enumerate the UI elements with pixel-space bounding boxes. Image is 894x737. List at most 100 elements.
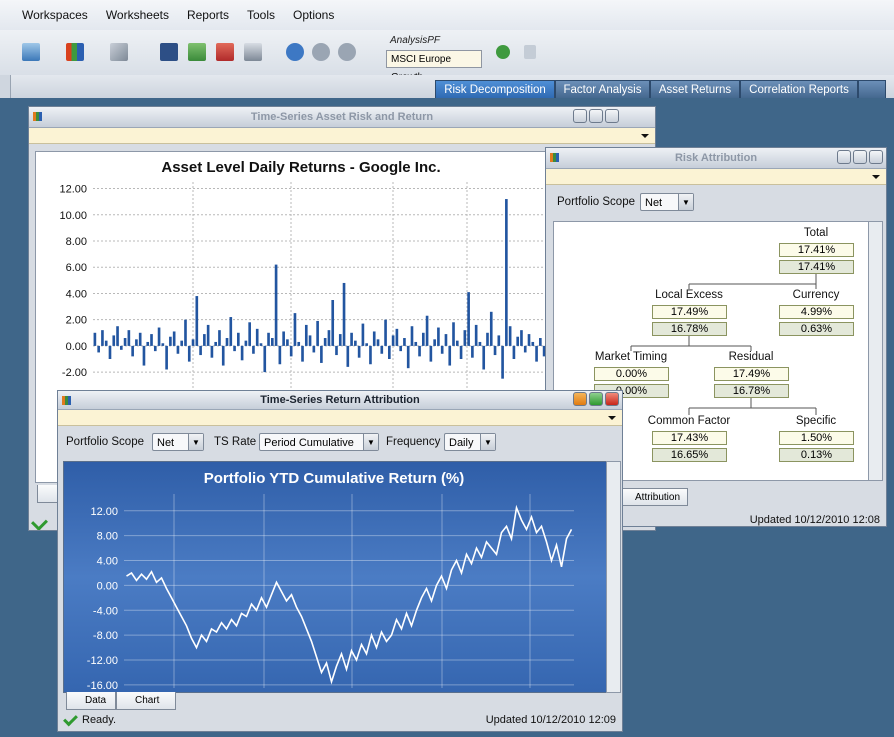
bar: [342, 282, 346, 346]
bar: [191, 339, 195, 346]
node-label: Common Factor: [647, 415, 731, 427]
y-tick-label: 10.00: [59, 210, 87, 222]
bar: [512, 345, 516, 359]
bottom-tab[interactable]: Attribution: [622, 488, 688, 506]
tab[interactable]: Correlation Reports: [740, 80, 858, 98]
tab[interactable]: Asset Returns: [650, 80, 740, 98]
frequency-combo[interactable]: Daily: [444, 433, 496, 451]
menu-item[interactable]: Options: [293, 8, 335, 22]
node-value: 17.43%: [652, 431, 727, 445]
bar: [248, 322, 251, 346]
side-strip[interactable]: [0, 75, 11, 98]
window-title: Risk Attribution: [546, 148, 886, 169]
tool-icon[interactable]: [160, 43, 178, 61]
y-tick-label: -2.00: [62, 367, 87, 379]
menu-item[interactable]: Tools: [246, 8, 275, 22]
bar: [199, 345, 202, 356]
menu-bar: Workspaces Worksheets Reports Tools Opti…: [0, 0, 894, 30]
close[interactable]: [869, 150, 883, 164]
tool-icon[interactable]: [312, 43, 330, 61]
selector-bar[interactable]: [29, 128, 655, 144]
bar: [176, 345, 180, 354]
toolbar: AnalysisPF MSCI Europe Growth: [0, 30, 894, 83]
tool-icon[interactable]: [286, 43, 304, 61]
bar: [508, 326, 512, 346]
tab[interactable]: Factor Analysis: [555, 80, 650, 98]
tool-icon[interactable]: [338, 43, 356, 61]
scope-combo[interactable]: Net: [640, 193, 694, 211]
chart-background: [64, 462, 607, 692]
window-title: Time-Series Return Attribution: [58, 391, 622, 410]
bar: [161, 343, 165, 346]
tool-icon[interactable]: [188, 43, 206, 61]
tool-icon[interactable]: [244, 43, 262, 61]
bar: [101, 330, 104, 346]
bottom-tab[interactable]: Chart: [116, 692, 176, 710]
benchmark-field[interactable]: MSCI Europe Growth: [386, 50, 482, 83]
maximize[interactable]: [853, 150, 867, 164]
scope-label: Portfolio Scope: [557, 196, 635, 208]
tool-icon[interactable]: [216, 43, 234, 61]
bar: [410, 326, 414, 346]
menu-item[interactable]: Reports: [186, 8, 229, 22]
bar: [372, 331, 376, 346]
scope-combo[interactable]: Net: [152, 433, 204, 451]
bar: [320, 345, 323, 363]
bottom-tab[interactable]: Data: [66, 692, 116, 710]
bar: [376, 339, 380, 346]
attribution-tree: Total 17.41% 17.41% Local Excess 17.49% 16.78…: [553, 221, 870, 481]
portfolio-label: AnalysisPF: [390, 35, 441, 46]
bar: [286, 339, 289, 346]
bar: [474, 324, 478, 346]
bar: [418, 345, 421, 357]
window-buttons: [837, 150, 883, 164]
bar: [452, 322, 455, 346]
minimize[interactable]: [573, 109, 587, 123]
bar: [172, 331, 176, 346]
tab-new[interactable]: [858, 80, 886, 98]
title-text: Risk Attribution: [674, 152, 758, 164]
node-label: Residual: [728, 351, 774, 363]
close[interactable]: [605, 109, 619, 123]
window-buttons: [573, 109, 619, 123]
minimize[interactable]: [573, 392, 587, 406]
tool-icon[interactable]: [110, 43, 128, 61]
selector-bar[interactable]: [58, 410, 622, 426]
maximize[interactable]: [589, 392, 603, 406]
maximize[interactable]: [589, 109, 603, 123]
tab[interactable]: Risk Decomposition: [435, 80, 555, 98]
scrollbar[interactable]: [606, 461, 621, 693]
status-text: Updated 10/12/2010 12:08: [749, 514, 880, 526]
menu-item[interactable]: Worksheets: [105, 8, 169, 22]
close[interactable]: [605, 392, 619, 406]
tool-icon[interactable]: [496, 45, 510, 59]
menu-item[interactable]: Workspaces: [22, 8, 88, 22]
rate-combo[interactable]: Period Cumulative: [259, 433, 379, 451]
bar: [335, 345, 338, 356]
bar: [414, 341, 418, 346]
tool-icon[interactable]: [22, 43, 40, 61]
bar: [153, 345, 157, 352]
bar: [229, 317, 233, 346]
y-tick-label: 12.00: [90, 506, 118, 518]
selector-bar[interactable]: [546, 169, 886, 185]
y-tick-label: -16.00: [87, 680, 118, 692]
tool-icon[interactable]: [524, 45, 536, 59]
bar: [440, 345, 444, 354]
bar: [539, 338, 542, 346]
title-text: Time-Series Asset Risk and Return: [250, 111, 434, 123]
bar: [448, 345, 452, 366]
y-tick-label: 8.00: [97, 531, 118, 543]
bar: [312, 345, 316, 353]
bar: [365, 343, 369, 346]
tool-icon[interactable]: [66, 43, 84, 61]
bar: [293, 313, 297, 346]
node-value: 1.50%: [779, 431, 854, 445]
bar: [395, 328, 399, 346]
bar: [112, 335, 116, 346]
bar: [195, 296, 199, 346]
minimize[interactable]: [837, 150, 851, 164]
bar: [391, 335, 395, 346]
line: [126, 504, 573, 685]
scrollbar[interactable]: [868, 221, 883, 481]
